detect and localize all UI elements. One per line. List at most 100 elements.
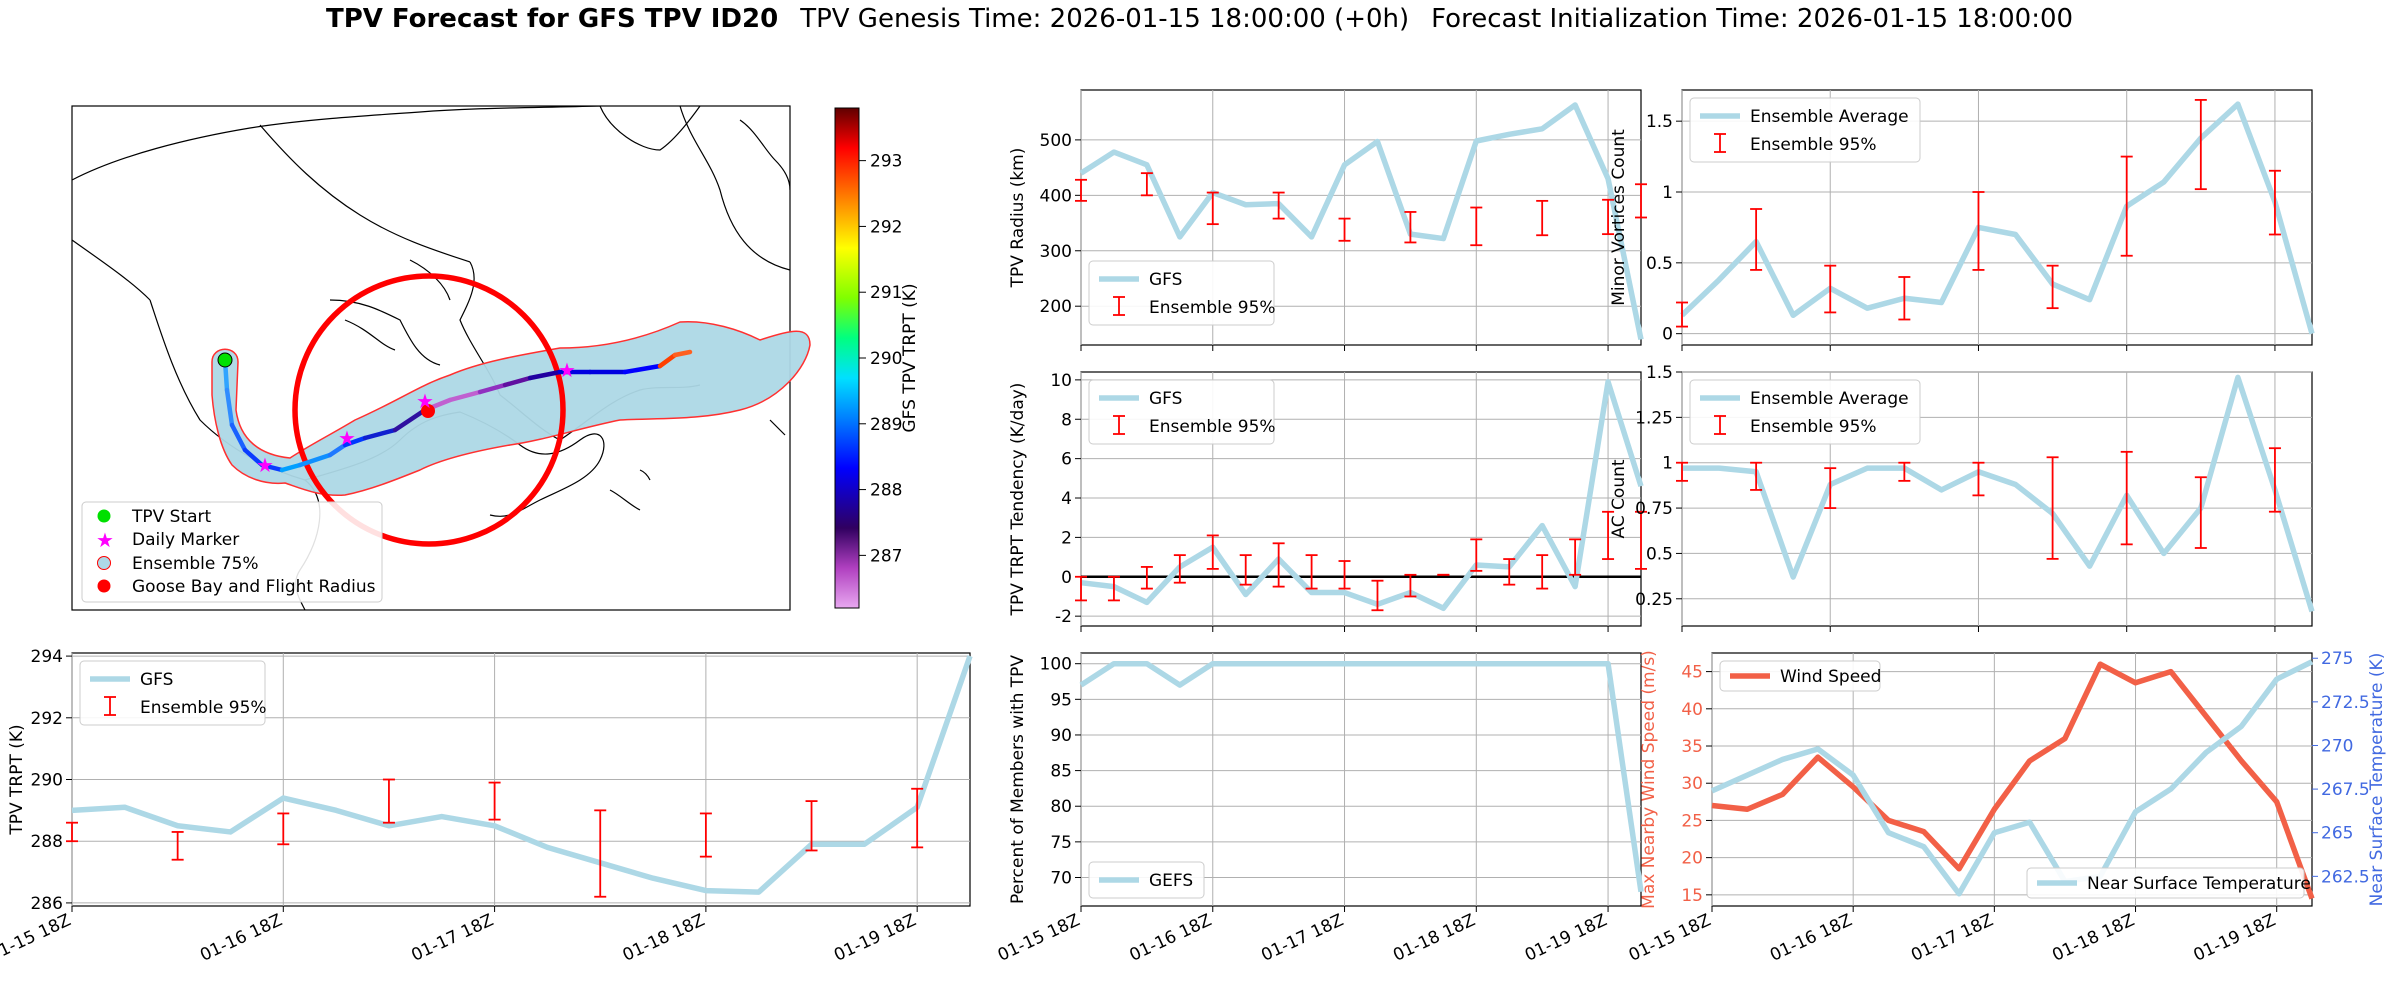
y-right-axis-label: Near Surface Temperature (K) (2367, 653, 2387, 907)
y-tick-label: 1 (1662, 454, 1673, 474)
x-tick-label: 01-18 18Z (620, 910, 708, 965)
y-right-tick-label: 262.5 (2321, 867, 2370, 887)
colorbar-tick-label: 287 (870, 546, 902, 566)
y-tick-label: -2 (1055, 607, 1072, 627)
legend-label-temp: Near Surface Temperature (2087, 874, 2311, 894)
track-segment (279, 462, 303, 473)
legend-wind: Wind Speed (1719, 660, 1881, 692)
chart-legend: Ensemble Average Ensemble 95% (1689, 379, 1921, 445)
colorbar-ticks: 287 288 289 290 291 292 293 (859, 152, 902, 566)
colorbar-tick-label: 292 (870, 217, 902, 237)
y-tick-label: 45 (1681, 663, 1703, 683)
legend-daily-label: Daily Marker (132, 530, 239, 550)
y-tick-label: 75 (1050, 833, 1072, 853)
y-tick-label: 100 (1040, 655, 1072, 675)
legend-box (1088, 861, 1205, 899)
y-axis-label: AC Count (1609, 459, 1629, 538)
daily-star-icon: ★ (338, 426, 356, 450)
legend-ensemble-icon (97, 556, 111, 570)
chart-legend: GFS Ensemble 95% (1088, 260, 1276, 326)
legend-box (1689, 379, 1921, 445)
x-tick-label: 01-19 18Z (831, 910, 919, 965)
x-tick-label: 01-18 18Z (1390, 910, 1478, 965)
daily-star-icon: ★ (416, 389, 434, 413)
y-tick-label: 70 (1050, 868, 1072, 888)
colorbar-tick-label: 291 (870, 283, 902, 303)
x-tick-label: 01-17 18Z (1258, 910, 1346, 965)
legend-series-label: GFS (140, 670, 173, 690)
track-segment (297, 452, 333, 468)
title-main: TPV Forecast for GFS TPV ID20 (325, 4, 779, 34)
y-tick-label: 20 (1681, 849, 1703, 869)
track-segment (229, 422, 248, 453)
map-panel: ★ ★ ★ ★ TPV Start ★ Daily Marker Ensemble 7… (71, 105, 920, 611)
legend-ensemble-label: Ensemble 95% (1149, 417, 1276, 437)
y-tick-label: 1.25 (1635, 408, 1673, 428)
y-tick-label: 1.5 (1646, 112, 1673, 132)
track-segment (672, 349, 693, 358)
series-wind-speed (1711, 661, 2315, 900)
x-tick-label: 01-15 18Z (1626, 910, 1714, 965)
colorbar: 287 288 289 290 291 292 293 GFS TPV TRPT (K) (834, 107, 920, 609)
y-axis-label: Minor Vortices Count (1609, 129, 1629, 306)
colorbar-tick-label: 289 (870, 415, 902, 435)
y-tick-label: 35 (1681, 737, 1703, 757)
chart-legend: GEFS (1088, 861, 1205, 899)
y-tick-label: 85 (1050, 762, 1072, 782)
y-tick-label: 400 (1040, 186, 1072, 206)
series-line (1682, 374, 2315, 613)
y-tick-label: 2 (1061, 528, 1072, 548)
y-right-tick-label: 275 (2321, 649, 2353, 669)
y-tick-label: 0 (1061, 568, 1072, 588)
y-tick-label: 15 (1681, 886, 1703, 906)
y-tick-label: 8 (1061, 410, 1072, 430)
legend-ensemble-label: Ensemble 95% (140, 698, 267, 718)
legend-label-wind: Wind Speed (1780, 667, 1881, 687)
y-tick-label: 290 (31, 771, 63, 791)
x-tick-label: 01-19 18Z (1522, 910, 1610, 965)
chart-tendency: -2 0 2 4 6 8 10 TPV TRPT Tendency (K/day) GFS Ens… (1008, 371, 1647, 632)
legend-box (1719, 660, 1881, 692)
chart-legend: GFS Ensemble 95% (1088, 379, 1276, 445)
series-line (1080, 379, 1644, 612)
x-tick-label: 01-15 18Z (995, 910, 1083, 965)
legend-goose-label: Goose Bay and Flight Radius (132, 577, 376, 597)
legend-series-label: GFS (1149, 389, 1182, 409)
y-tick-label: 294 (31, 647, 63, 667)
series-line (1680, 101, 2315, 335)
chart-legend: Ensemble Average Ensemble 95% (1689, 97, 1921, 163)
x-tick-label: 01-16 18Z (1767, 910, 1855, 965)
y-right-tick-label: 270 (2321, 736, 2353, 756)
map-legend: TPV Start ★ Daily Marker Ensemble 75% Go… (81, 501, 383, 603)
legend-start-icon (97, 509, 111, 523)
title-init: Forecast Initialization Time: 2026-01-15… (1431, 4, 2074, 34)
colorbar-tick-label: 288 (870, 481, 902, 501)
y-tick-label: 0.25 (1635, 590, 1673, 610)
goose-bay-marker (421, 404, 435, 418)
y-tick-label: 30 (1681, 774, 1703, 794)
daily-star-icon: ★ (256, 453, 274, 477)
legend-series-label: Ensemble Average (1750, 107, 1909, 127)
x-tick-label: 01-16 18Z (197, 910, 285, 965)
y-tick-label: 300 (1040, 242, 1072, 262)
chart-minor: 0 0.5 1 1.5 Minor Vortices Count Ensemble Ave… (1609, 89, 2315, 351)
series-line (71, 655, 973, 895)
tpv-start-marker (217, 352, 233, 368)
y-axis-label: TPV Radius (km) (1008, 148, 1028, 289)
track-segment (527, 369, 563, 381)
legend-ensemble-label: Ensemble 95% (1149, 298, 1276, 318)
y-tick-label: 1 (1662, 183, 1673, 203)
flight-radius-circle (292, 273, 566, 547)
x-tick-label: 01-16 18Z (1127, 910, 1215, 965)
chart-members: 70 75 80 85 90 95 100 01-15 18Z 01-16 18Z 01-17 1… (995, 652, 1644, 966)
legend-temp: Near Surface Temperature (2026, 867, 2311, 899)
track-segment (502, 375, 533, 388)
legend-ensemble-label: Ensemble 75% (132, 554, 259, 574)
y-tick-label: 25 (1681, 811, 1703, 831)
y-tick-label: 1.5 (1646, 363, 1673, 383)
chart-legend: GFS Ensemble 95% (79, 660, 267, 726)
legend-series-label: GEFS (1149, 871, 1193, 891)
y-tick-label: 0.5 (1646, 254, 1673, 274)
